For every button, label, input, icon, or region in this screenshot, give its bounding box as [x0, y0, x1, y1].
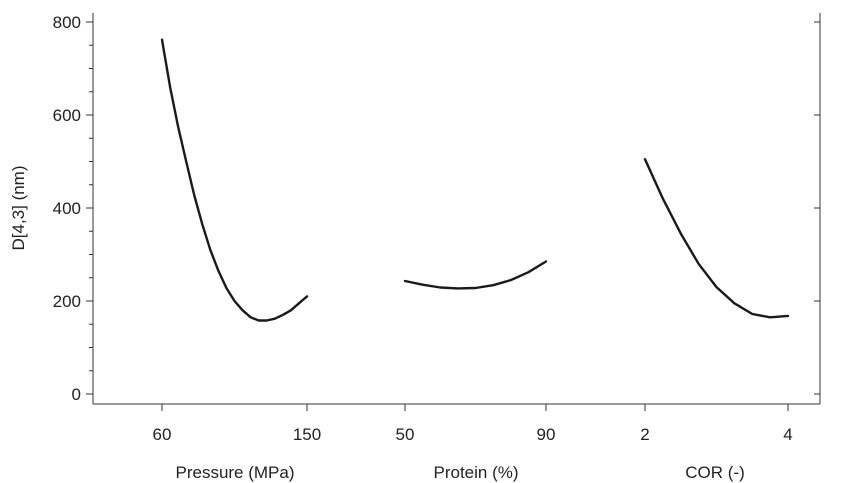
- panel-3: 2 4 COR (-): [640, 158, 793, 482]
- x-tick-label: 150: [293, 425, 321, 444]
- y-ticks: [86, 21, 820, 395]
- series-line-2: [403, 260, 548, 290]
- panels: 60 150 Pressure (MPa) 50 90 Protein (%) 2 4 COR …: [153, 38, 793, 482]
- y-tick-label: 800: [53, 13, 81, 32]
- x-tick-label: 60: [153, 425, 172, 444]
- series-line-3: [643, 158, 790, 319]
- x-axis-title-3: COR (-): [685, 463, 744, 482]
- y-tick-label: 200: [53, 292, 81, 311]
- panel-2: 50 90 Protein (%): [396, 260, 556, 482]
- x-tick-label: 50: [396, 425, 415, 444]
- y-tick-label: 0: [72, 385, 81, 404]
- x-axis-title-2: Protein (%): [433, 463, 518, 482]
- y-tick-labels: 0 200 400 600 800: [53, 13, 81, 404]
- x-tick-label: 4: [783, 425, 792, 444]
- series-line-1: [160, 38, 309, 322]
- y-tick-label: 600: [53, 106, 81, 125]
- x-tick-label: 2: [640, 425, 649, 444]
- x-axis-title-1: Pressure (MPa): [175, 463, 294, 482]
- axes-frame: [92, 13, 821, 405]
- panel-1: 60 150 Pressure (MPa): [153, 38, 321, 482]
- y-tick-label: 400: [53, 199, 81, 218]
- y-axis-title: D[4,3] (nm): [9, 165, 28, 250]
- x-tick-label: 90: [537, 425, 556, 444]
